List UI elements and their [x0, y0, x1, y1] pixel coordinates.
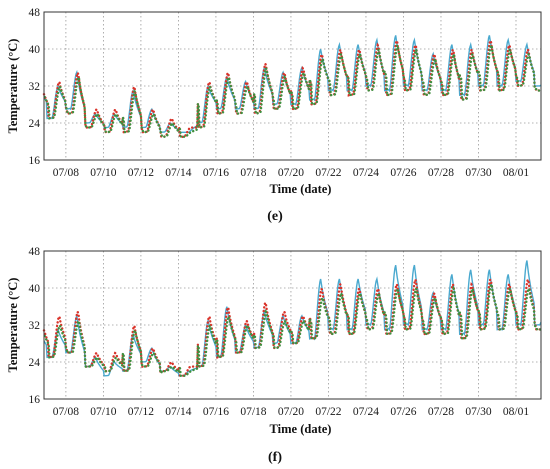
y-tick-label: 40	[29, 283, 41, 295]
panel-label: (e)	[267, 209, 283, 224]
x-tick-label: 07/28	[428, 406, 454, 418]
x-tick-label: 07/14	[165, 167, 191, 179]
y-tick-label: 32	[29, 320, 41, 332]
x-tick-label: 07/24	[353, 406, 379, 418]
y-tick-label: 48	[29, 7, 41, 19]
x-tick-label: 07/12	[128, 406, 154, 418]
panel-label: (f)	[268, 450, 282, 465]
x-tick-label: 07/08	[53, 167, 79, 179]
x-tick-label: 07/18	[240, 167, 266, 179]
series-line-1	[43, 35, 542, 134]
x-tick-label: 07/20	[278, 406, 304, 418]
y-axis-label: Temperature (°C)	[6, 278, 20, 373]
chart-panel-2: 16 24 32 40 48 07/08 07/10 07/12 07/14 07/16 07/18…	[6, 246, 543, 465]
x-tick-label: 08/01	[503, 167, 529, 179]
plot-frame	[43, 11, 542, 161]
x-tick-label: 07/12	[128, 167, 154, 179]
x-tick-label: 07/16	[203, 167, 229, 179]
y-tick-label: 16	[29, 155, 41, 167]
x-tick-label: 07/08	[53, 406, 79, 418]
y-tick-label: 24	[29, 357, 41, 369]
y-tick-label: 16	[29, 394, 41, 406]
x-tick-label: 07/14	[165, 406, 191, 418]
x-tick-label: 07/18	[240, 406, 266, 418]
plot-frame	[43, 250, 542, 400]
y-tick-label: 24	[29, 118, 41, 130]
series-line-3	[42, 280, 543, 378]
chart-panel-1: 16 24 32 40 48 07/08 07/10 07/12 07/14 07/16 07/18…	[6, 7, 543, 224]
x-tick-label: 07/10	[90, 167, 116, 179]
y-axis-label: Temperature (°C)	[6, 39, 20, 134]
series-line-2	[42, 37, 543, 139]
x-tick-label: 07/22	[315, 167, 341, 179]
x-tick-label: 07/22	[315, 406, 341, 418]
x-tick-label: 07/24	[353, 167, 379, 179]
x-tick-label: 08/01	[503, 406, 529, 418]
series-line-2	[42, 276, 543, 378]
y-tick-label: 48	[29, 246, 41, 258]
x-tick-label: 07/26	[390, 406, 416, 418]
x-axis-label: Time (date)	[270, 182, 332, 196]
x-tick-label: 07/10	[90, 406, 116, 418]
y-tick-label: 40	[29, 44, 41, 56]
x-tick-label: 07/26	[390, 167, 416, 179]
x-tick-label: 07/28	[428, 167, 454, 179]
x-tick-label: 07/20	[278, 167, 304, 179]
x-tick-label: 07/30	[465, 406, 491, 418]
x-tick-label: 07/30	[465, 167, 491, 179]
x-axis-label: Time (date)	[270, 422, 332, 436]
x-tick-label: 07/16	[203, 406, 229, 418]
y-tick-label: 32	[29, 81, 41, 93]
